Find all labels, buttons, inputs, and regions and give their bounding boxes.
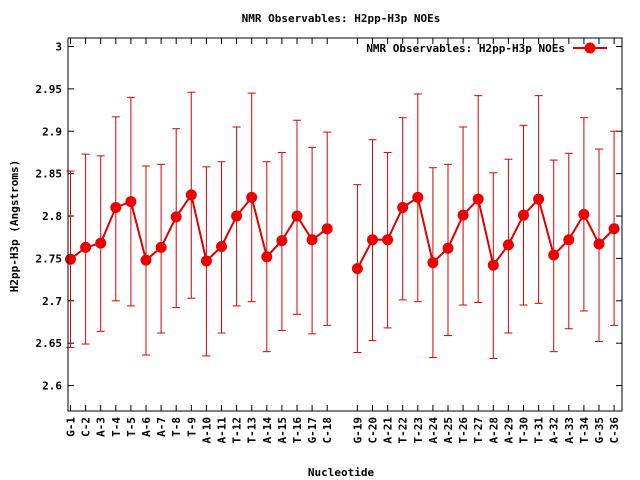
data-point xyxy=(351,263,363,275)
data-point xyxy=(291,210,303,222)
y-tick-label: 2.7 xyxy=(42,295,62,308)
plot-frame xyxy=(67,37,623,412)
data-point xyxy=(321,223,333,235)
data-point xyxy=(185,189,197,201)
x-tick-label: A-10 xyxy=(200,417,213,444)
data-point xyxy=(140,254,152,266)
y-tick-label: 2.85 xyxy=(36,168,63,181)
x-axis-label: Nucleotide xyxy=(308,466,375,479)
data-point xyxy=(65,253,76,265)
legend: NMR Observables: H2pp-H3p NOEs xyxy=(366,42,607,55)
x-tick-label: T-5 xyxy=(125,417,138,437)
x-tick-label: A-25 xyxy=(442,417,455,444)
x-tick-label: A-33 xyxy=(563,417,576,444)
y-tick-label: 2.65 xyxy=(36,337,63,350)
data-point xyxy=(306,234,318,246)
data-point xyxy=(231,210,243,222)
y-tick-label: 2.95 xyxy=(36,83,63,96)
y-tick-label: 2.75 xyxy=(36,252,63,265)
legend-marker-sample xyxy=(584,42,596,54)
x-tick-label: C-36 xyxy=(608,417,621,444)
data-point xyxy=(487,259,499,271)
x-tick-label: T-30 xyxy=(518,417,531,444)
data-point xyxy=(502,239,514,251)
x-tick-label: T-8 xyxy=(170,417,183,437)
series-line xyxy=(356,195,615,270)
x-tick-label: T-27 xyxy=(472,417,485,444)
x-tick-label: G-17 xyxy=(306,417,319,444)
x-tick-label: C-2 xyxy=(80,417,93,437)
data-point xyxy=(427,257,439,269)
x-tick-label: C-18 xyxy=(321,417,334,444)
x-tick-label: T-9 xyxy=(185,417,198,437)
x-tick-label: T-26 xyxy=(457,417,470,444)
x-tick-label: G-1 xyxy=(65,417,78,437)
x-tick-label: T-12 xyxy=(231,417,244,444)
y-axis-label: H2pp-H3p (Angstroms) xyxy=(8,160,21,292)
x-tick-label: A-32 xyxy=(548,417,561,444)
data-point xyxy=(608,223,620,235)
data-point xyxy=(578,208,590,220)
data-point xyxy=(533,193,545,205)
y-tick-label: 2.8 xyxy=(42,210,62,223)
data-point xyxy=(457,209,469,221)
data-point xyxy=(382,234,394,246)
x-tick-label: A-7 xyxy=(155,417,168,437)
series-line xyxy=(69,192,328,263)
x-tick-label: A-14 xyxy=(261,417,274,444)
y-tick-label: 2.6 xyxy=(42,380,62,393)
data-point xyxy=(261,251,273,263)
x-tick-label: A-21 xyxy=(382,417,395,444)
x-tick-label: T-22 xyxy=(397,417,410,444)
y-tick-label: 3 xyxy=(55,40,62,53)
data-point xyxy=(95,237,107,249)
x-tick-label: A-3 xyxy=(95,417,108,437)
x-tick-label: C-20 xyxy=(367,417,380,444)
x-tick-label: G-35 xyxy=(593,417,606,444)
legend-entry-label: NMR Observables: H2pp-H3p NOEs xyxy=(366,42,565,55)
data-point xyxy=(276,235,288,247)
data-point xyxy=(200,255,212,267)
x-tick-label: A-24 xyxy=(427,417,440,444)
data-point xyxy=(563,234,575,246)
x-tick-label: A-28 xyxy=(487,417,500,444)
data-point xyxy=(80,241,92,253)
data-point xyxy=(518,209,529,221)
x-tick-label: T-16 xyxy=(291,417,304,444)
x-tick-label: A-6 xyxy=(140,417,153,437)
data-point xyxy=(170,211,182,223)
data-point xyxy=(593,238,605,250)
chart-title: NMR Observables: H2pp-H3p NOEs xyxy=(242,12,441,25)
data-point xyxy=(110,202,122,214)
data-point xyxy=(548,249,560,261)
data-point xyxy=(367,234,378,246)
data-point xyxy=(412,191,424,203)
data-point xyxy=(397,202,409,214)
data-point xyxy=(472,193,484,205)
data-point xyxy=(442,242,454,254)
x-tick-label: T-34 xyxy=(578,417,591,444)
data-point xyxy=(246,191,258,203)
x-tick-label: T-13 xyxy=(246,417,259,444)
x-tick-label: A-29 xyxy=(502,417,515,444)
x-tick-label: A-15 xyxy=(276,417,289,444)
x-tick-label: A-11 xyxy=(216,417,229,444)
x-tick-label: G-19 xyxy=(351,417,364,444)
data-point xyxy=(125,196,137,208)
data-point xyxy=(155,241,167,253)
y-tick-label: 2.9 xyxy=(42,125,62,138)
x-tick-label: T-23 xyxy=(412,417,425,444)
x-tick-label: T-4 xyxy=(110,417,123,437)
x-tick-label: T-31 xyxy=(533,417,546,444)
data-point xyxy=(216,241,227,253)
